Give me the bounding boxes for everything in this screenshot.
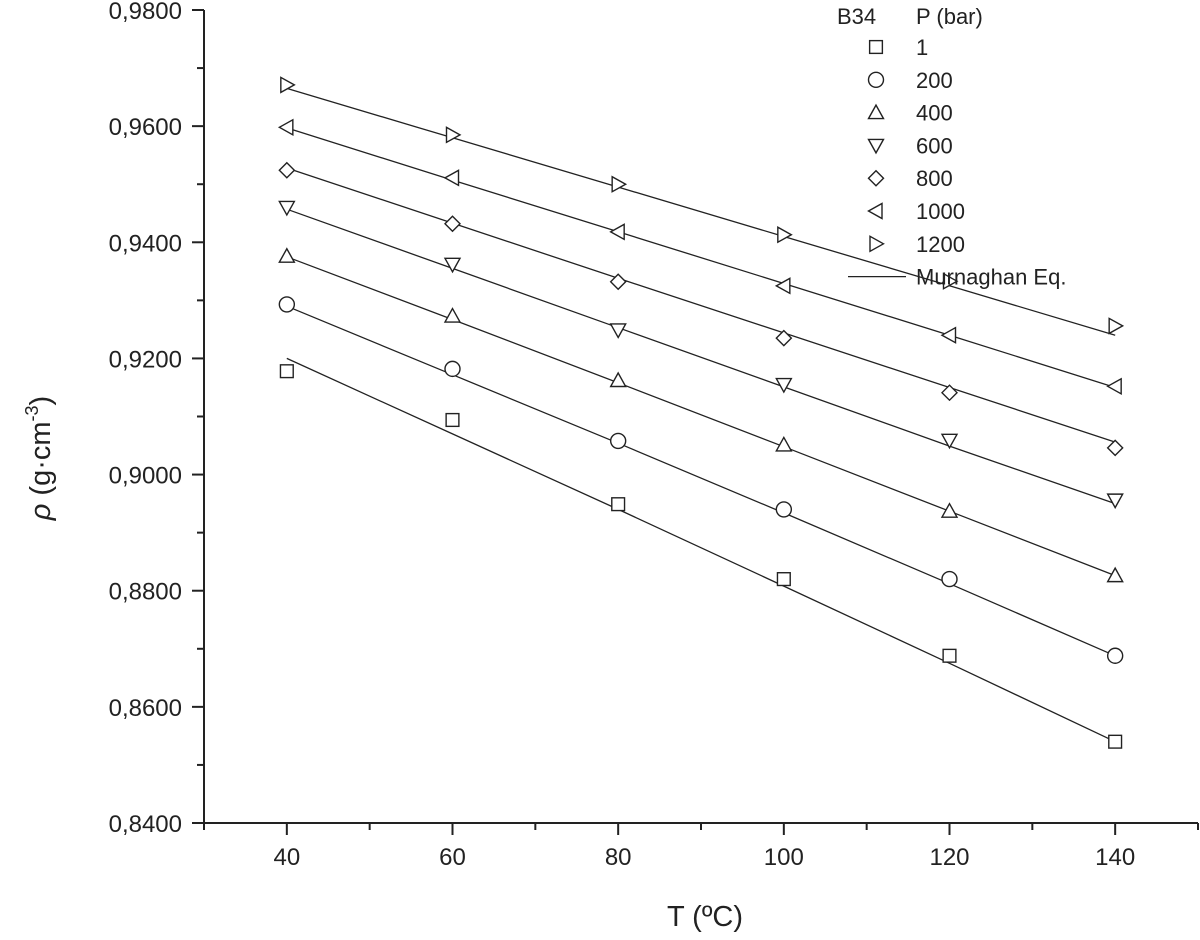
marker-p200-t140 <box>1106 647 1124 664</box>
marker-p200-t120 <box>941 570 958 588</box>
fit-line-p400 <box>286 256 1116 577</box>
marker-p400-t60 <box>443 307 462 323</box>
marker-p1200-t140 <box>1108 317 1125 335</box>
y-tick-label: 0,9800 <box>109 0 182 25</box>
x-tick-label: 40 <box>273 844 300 871</box>
y-axis-symbol: ρ <box>25 504 57 522</box>
legend-label-p400: 400 <box>916 101 953 126</box>
fit-line-p1000 <box>286 127 1116 389</box>
marker-p400-t80 <box>609 371 627 388</box>
marker-p1000-t120 <box>940 326 957 344</box>
legend-label-p1200: 1200 <box>916 232 965 257</box>
legend-sample-label: B34 <box>837 4 876 29</box>
legend-marker-p400 <box>867 103 885 120</box>
legend-marker-p600 <box>867 138 885 155</box>
marker-p800-t100 <box>775 329 793 347</box>
y-axis-unit: (g·cm <box>25 421 57 495</box>
x-tick-label: 120 <box>929 844 969 871</box>
marker-p1000-t60 <box>443 169 460 187</box>
marker-p800-t60 <box>444 215 461 233</box>
y-axis-exponent: -3 <box>22 405 42 421</box>
x-axis-title: T (ºC) <box>667 901 743 933</box>
svg-text:ρ(g·cm-3): ρ (g·cm-3) <box>22 396 57 521</box>
marker-p800-t40 <box>278 161 296 179</box>
marker-p1200-t100 <box>777 226 793 244</box>
marker-p200-t40 <box>278 296 296 313</box>
legend-title: P (bar) <box>916 4 983 29</box>
marker-p1200-t80 <box>611 175 628 193</box>
marker-p1200-t60 <box>445 126 462 144</box>
y-axis-close-paren: ) <box>25 396 57 406</box>
fit-line-p1 <box>286 357 1116 743</box>
legend-marker-p1 <box>868 39 884 55</box>
legend-label-p1: 1 <box>916 35 928 60</box>
marker-p600-t100 <box>775 377 793 394</box>
x-tick-label: 100 <box>764 844 804 871</box>
y-tick-label: 0,8600 <box>109 695 182 722</box>
y-tick-label: 0,9000 <box>109 463 182 490</box>
marker-p600-t120 <box>940 433 959 450</box>
marker-p200-t100 <box>775 501 793 518</box>
y-tick-label: 0,9200 <box>109 346 182 373</box>
axes: 40 60 80 100 120 140 0,8400 0,8600 0,8800 0,9000 0… <box>109 0 1199 871</box>
legend-label-p200: 200 <box>916 68 953 93</box>
marker-p1-t100 <box>776 572 791 587</box>
x-tick-label: 60 <box>439 844 466 871</box>
data-markers <box>277 76 1125 749</box>
marker-p400-t140 <box>1106 566 1124 583</box>
marker-p1-t120 <box>942 648 957 663</box>
legend-marker-p200 <box>867 71 885 89</box>
marker-p800-t140 <box>1106 439 1124 457</box>
marker-p600-t80 <box>609 323 627 339</box>
marker-p800-t80 <box>609 273 627 291</box>
legend-label-p600: 600 <box>916 133 953 158</box>
legend: B34 P (bar)120040060080010001200Murnaghan… <box>837 4 1066 290</box>
y-axis-title: ρ (g·cm-3) <box>22 396 57 521</box>
legend-marker-p800 <box>867 169 885 187</box>
fit-line-p800 <box>286 167 1116 443</box>
marker-p600-t40 <box>278 200 296 217</box>
marker-p600-t60 <box>443 257 462 274</box>
marker-p400-t120 <box>940 502 959 518</box>
marker-p1000-t140 <box>1106 377 1122 395</box>
legend-marker-p1000 <box>867 202 883 220</box>
marker-p200-t60 <box>444 360 461 378</box>
y-tick-label: 0,8400 <box>109 811 182 838</box>
fit-line-p600 <box>286 208 1116 505</box>
y-tick-label: 0,9600 <box>109 114 182 141</box>
marker-p1-t60 <box>445 412 460 428</box>
marker-p200-t80 <box>609 432 627 450</box>
x-tick-label: 140 <box>1095 844 1135 871</box>
marker-p1-t140 <box>1108 734 1123 749</box>
legend-label-p1000: 1000 <box>916 199 965 224</box>
murnaghan-fit-lines <box>286 87 1116 743</box>
marker-p1200-t40 <box>280 76 296 94</box>
axis-lines <box>203 10 1198 824</box>
legend-marker-p1200 <box>869 235 885 253</box>
fit-line-p1200 <box>286 87 1116 336</box>
fit-line-p200 <box>286 305 1116 657</box>
y-tick-label: 0,8800 <box>109 579 182 606</box>
x-tick-label: 80 <box>605 844 632 871</box>
marker-p1200-t120 <box>942 272 959 290</box>
marker-p1000-t100 <box>774 277 791 295</box>
marker-p1000-t80 <box>609 223 625 241</box>
marker-p1-t40 <box>279 364 294 379</box>
marker-p1000-t40 <box>277 118 294 136</box>
y-tick-label: 0,9400 <box>109 230 182 257</box>
marker-p400-t40 <box>278 247 296 263</box>
legend-fit-label: Murnaghan Eq. <box>916 265 1066 290</box>
legend-label-p800: 800 <box>916 166 953 191</box>
marker-p800-t120 <box>941 384 958 402</box>
marker-p400-t100 <box>775 436 793 452</box>
marker-p1-t80 <box>611 497 626 512</box>
marker-p600-t140 <box>1106 493 1124 510</box>
